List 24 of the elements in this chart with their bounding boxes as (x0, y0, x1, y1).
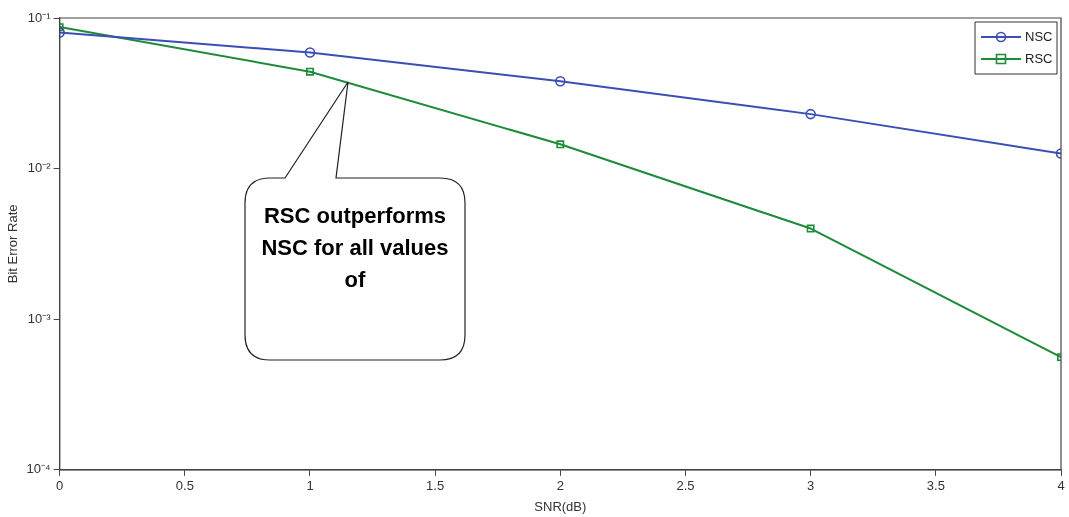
annotation: RSC outperforms NSC for all values of (260, 202, 450, 294)
point (556, 140, 565, 149)
point (304, 47, 316, 58)
y-axis-title: Bit Error Rate (5, 204, 21, 284)
y-tick-label: 10⁻² (27, 160, 52, 176)
legend-label: RSC (1025, 50, 1053, 66)
x-tick-label: 2.5 (676, 478, 695, 494)
legend-label: NSC (1025, 28, 1053, 44)
x-tick-label: 0.5 (175, 478, 194, 494)
x-tick-label: 3 (807, 478, 815, 494)
x-tick-label: 4 (1057, 478, 1065, 494)
y-tick-label: 10⁻⁴ (26, 461, 51, 477)
y-tick-label: 10⁻¹ (27, 9, 52, 25)
x-tick-label: 3.5 (926, 478, 945, 494)
point (555, 75, 566, 87)
x-tick-label: 1 (306, 478, 314, 494)
x-tick-label: 1.5 (426, 478, 445, 494)
point (306, 67, 314, 76)
x-axis-title: SNR(dB) (534, 498, 587, 514)
point (806, 224, 815, 233)
x-tick-label: 0 (56, 478, 64, 494)
point (805, 108, 816, 120)
x-tick-label: 2 (556, 478, 564, 494)
y-tick-label: 10⁻³ (27, 310, 52, 326)
